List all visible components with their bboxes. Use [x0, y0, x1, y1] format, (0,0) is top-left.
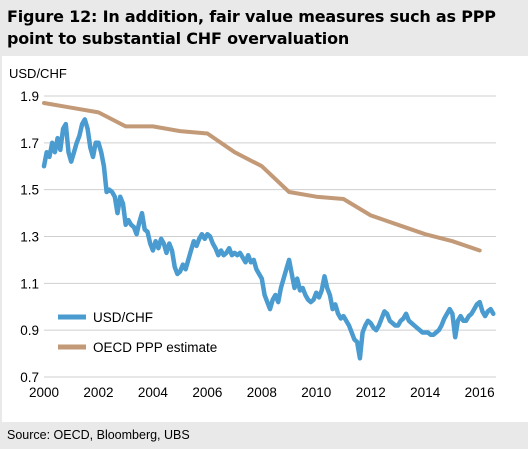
y-tick-labels: 0.7 0.9 1.1 1.3 1.5 1.7 1.9 [20, 89, 39, 385]
legend: USD/CHF OECD PPP estimate [58, 310, 217, 355]
x-tick-label: 2014 [410, 385, 441, 400]
x-tick-label: 2016 [465, 385, 495, 400]
y-tick-label: 1.5 [20, 183, 39, 198]
series-lines [41, 101, 496, 361]
x-tick-label: 2006 [192, 385, 222, 400]
y-tick-label: 1.7 [20, 136, 39, 151]
series-line-ppp [42, 101, 482, 253]
x-tick-labels: 2000 2002 2004 2006 2008 2010 2012 2014 2016 [29, 385, 495, 400]
x-tick-label: 2004 [138, 385, 169, 400]
x-tick-label: 2002 [83, 385, 113, 400]
x-tick-label: 2008 [247, 385, 277, 400]
chart-title-line-2: point to substantial CHF overvaluation [7, 29, 350, 48]
chart-title-line-1: Figure 12: In addition, fair value measu… [7, 7, 496, 26]
x-tick-label: 2012 [356, 385, 386, 400]
y-tick-label: 1.3 [20, 230, 39, 245]
y-tick-label: 1.1 [20, 276, 39, 291]
x-tick-label: 2010 [301, 385, 331, 400]
series-line-usdchf [41, 117, 496, 361]
x-tick-label: 2000 [29, 385, 59, 400]
grid-lines [44, 95, 496, 378]
y-tick-label: 0.7 [20, 370, 39, 385]
y-tick-label: 1.9 [20, 89, 39, 104]
y-tick-label: 0.9 [20, 323, 39, 338]
legend-label-ppp: OECD PPP estimate [93, 340, 217, 355]
chart-title: Figure 12: In addition, fair value measu… [7, 6, 522, 50]
y-axis-label: USD/CHF [9, 66, 67, 81]
source-note: Source: OECD, Bloomberg, UBS [7, 428, 190, 442]
legend-label-usdchf: USD/CHF [93, 310, 153, 325]
